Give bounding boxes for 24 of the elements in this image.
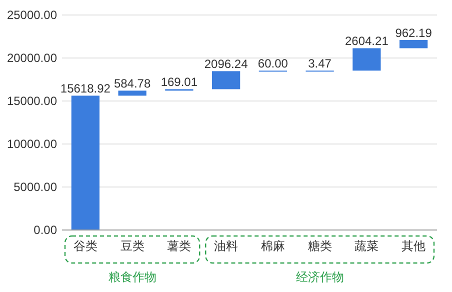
y-tick-label: 5000.00 [14, 180, 58, 194]
x-tick-label: 薯类 [167, 239, 192, 253]
y-tick-label: 0.00 [34, 223, 58, 237]
x-tick-label: 棉麻 [260, 239, 285, 253]
y-tick-label: 20000.00 [6, 51, 58, 65]
data-label: 584.78 [114, 76, 151, 91]
x-tick-label: 豆类 [120, 239, 144, 253]
data-label: 169.01 [160, 75, 198, 90]
x-tick-label: 蔬菜 [354, 239, 379, 253]
data-label: 3.47 [308, 56, 332, 71]
data-label: 962.19 [395, 26, 432, 40]
y-tick-label: 10000.00 [6, 137, 58, 151]
text: 经济作物 [296, 270, 344, 284]
x-tick-label: 其他 [402, 239, 426, 253]
data-label: 2604.21 [344, 34, 389, 48]
x-tick-label: 油料 [214, 239, 238, 253]
text: 粮食作物 [108, 270, 156, 284]
data-label: 2096.24 [204, 57, 248, 72]
x-tick-label: 糖类 [308, 239, 332, 253]
x-tick-label: 谷类 [73, 239, 98, 253]
y-tick-label: 25000.00 [6, 8, 58, 22]
y-tick-label: 15000.00 [6, 94, 58, 108]
data-label: 15618.92 [60, 82, 111, 96]
data-label: 60.00 [258, 56, 288, 71]
